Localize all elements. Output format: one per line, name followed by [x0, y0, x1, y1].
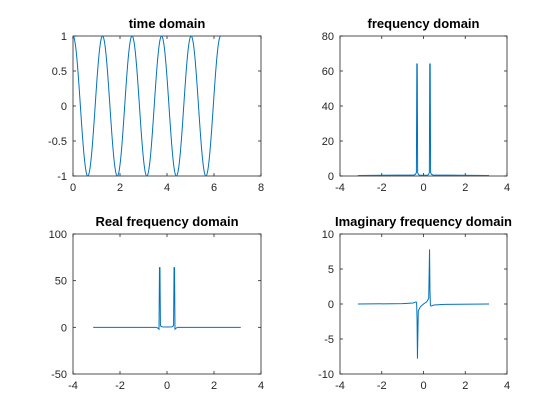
axes-title: Imaginary frequency domain	[335, 214, 512, 229]
x-tick-label: 4	[164, 182, 170, 194]
y-tick-label: -0.5	[48, 136, 67, 148]
x-tick-label: 0	[420, 380, 426, 392]
axes-title: frequency domain	[368, 16, 480, 31]
y-tick-label: 60	[322, 66, 334, 78]
series-line	[93, 267, 241, 331]
x-tick-label: 4	[504, 182, 510, 194]
x-tick-label: 4	[258, 380, 264, 392]
y-tick-label: -1	[57, 171, 67, 183]
x-tick-label: -2	[377, 182, 387, 194]
y-tick-label: 1	[61, 31, 67, 43]
y-tick-label: 0	[61, 322, 67, 334]
x-tick-label: 2	[462, 182, 468, 194]
y-tick-label: 50	[55, 276, 67, 288]
x-tick-label: 4	[504, 380, 510, 392]
series-line	[72, 35, 221, 177]
x-tick-label: 0	[70, 182, 76, 194]
y-tick-label: -5	[324, 334, 334, 346]
x-tick-label: 2	[117, 182, 123, 194]
axes-3: -4 -2 0 2 4 -50 0 50 100 Real frequency domain	[49, 214, 264, 392]
y-tick-label: 20	[322, 136, 334, 148]
y-tick-label: 0	[61, 101, 67, 113]
x-tick-label: 2	[462, 380, 468, 392]
x-tick-label: 2	[211, 380, 217, 392]
y-tick-label: 10	[322, 229, 334, 241]
axes-box	[72, 35, 262, 177]
x-tick-label: 0	[420, 182, 426, 194]
x-tick-label: 6	[211, 182, 217, 194]
series-line	[357, 63, 490, 176]
y-tick-label: 5	[328, 264, 334, 276]
x-tick-label: -4	[335, 182, 345, 194]
x-tick-label: -4	[68, 380, 78, 392]
y-tick-label: -50	[51, 369, 67, 381]
x-tick-label: -2	[115, 380, 125, 392]
series-line	[357, 249, 490, 359]
axes-title: time domain	[129, 16, 206, 31]
x-tick-label: 8	[258, 182, 264, 194]
x-tick-label: -4	[335, 380, 345, 392]
y-tick-label: 80	[322, 31, 334, 43]
axes-box	[72, 233, 262, 375]
x-tick-label: 0	[164, 380, 170, 392]
y-tick-label: 0.5	[52, 66, 67, 78]
y-tick-label: 100	[49, 229, 67, 241]
axes-title: Real frequency domain	[95, 214, 238, 229]
y-tick-label: 0	[328, 171, 334, 183]
y-tick-label: 40	[322, 101, 334, 113]
y-tick-label: -10	[318, 369, 334, 381]
axes-1: 0 2 4 6 8 -1 -0.5 0 0.5 1 time domain	[48, 16, 264, 194]
y-tick-label: 0	[328, 299, 334, 311]
axes-box	[339, 35, 508, 177]
x-tick-label: -2	[377, 380, 387, 392]
